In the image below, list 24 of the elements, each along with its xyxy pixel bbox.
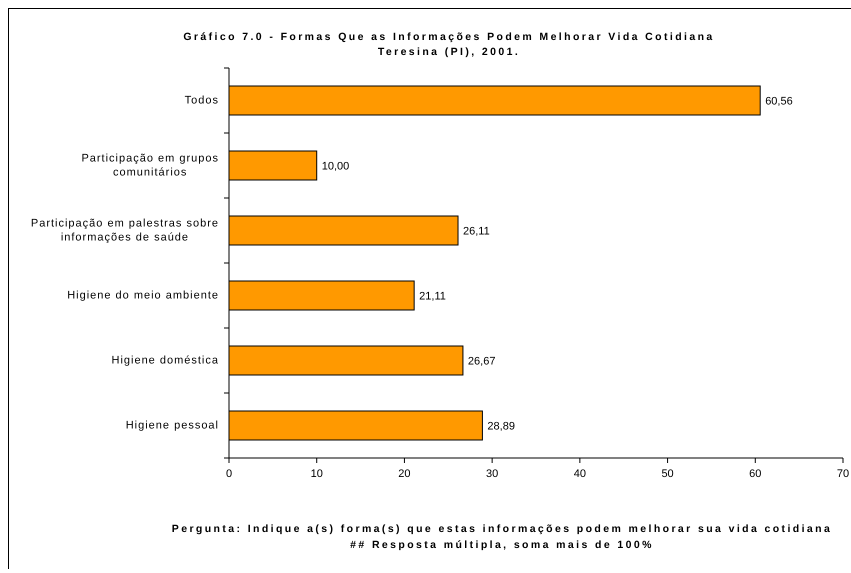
x-tick-label: 40 [574,468,586,480]
chart-title: Gráfico 7.0 - Formas Que as Informações Podem Melhorar Vida Cotidiana [182,30,716,45]
data-label: 28,89 [487,420,515,432]
chart-subtitle: Teresina (PI), 2001. [376,45,522,60]
x-tick-label: 0 [226,468,232,480]
y-tick-label: Participação em palestras sobre informações de saúde [30,218,220,244]
data-label: 26,11 [463,225,490,238]
x-tick-label: 50 [661,468,674,480]
x-tick-label: 20 [398,468,411,480]
data-label: 26,67 [468,355,496,368]
y-tick-label: Higiene doméstica [112,354,220,366]
x-tick-label: 30 [486,468,498,480]
x-tick-label: 10 [310,468,323,480]
data-label: 60,56 [765,95,793,108]
y-tick-label: Higiene do meio ambiente [67,290,220,302]
y-tick-label: Higiene pessoal [126,420,220,432]
text: Pergunta: Indique a(s) forma(s) que estas informações podem melhorar sua vida cotidiana [170,522,834,537]
y-tick-label: Todos [184,94,220,106]
y-tick-label: Participação em grupos comunitários [81,152,219,178]
x-tick-label: 60 [749,468,762,480]
data-label: 21,11 [419,290,446,302]
data-label: 10,00 [322,160,350,172]
x-tick-label: 70 [836,468,850,480]
text: ## Resposta múltipla, soma mais de 100% [349,538,655,553]
